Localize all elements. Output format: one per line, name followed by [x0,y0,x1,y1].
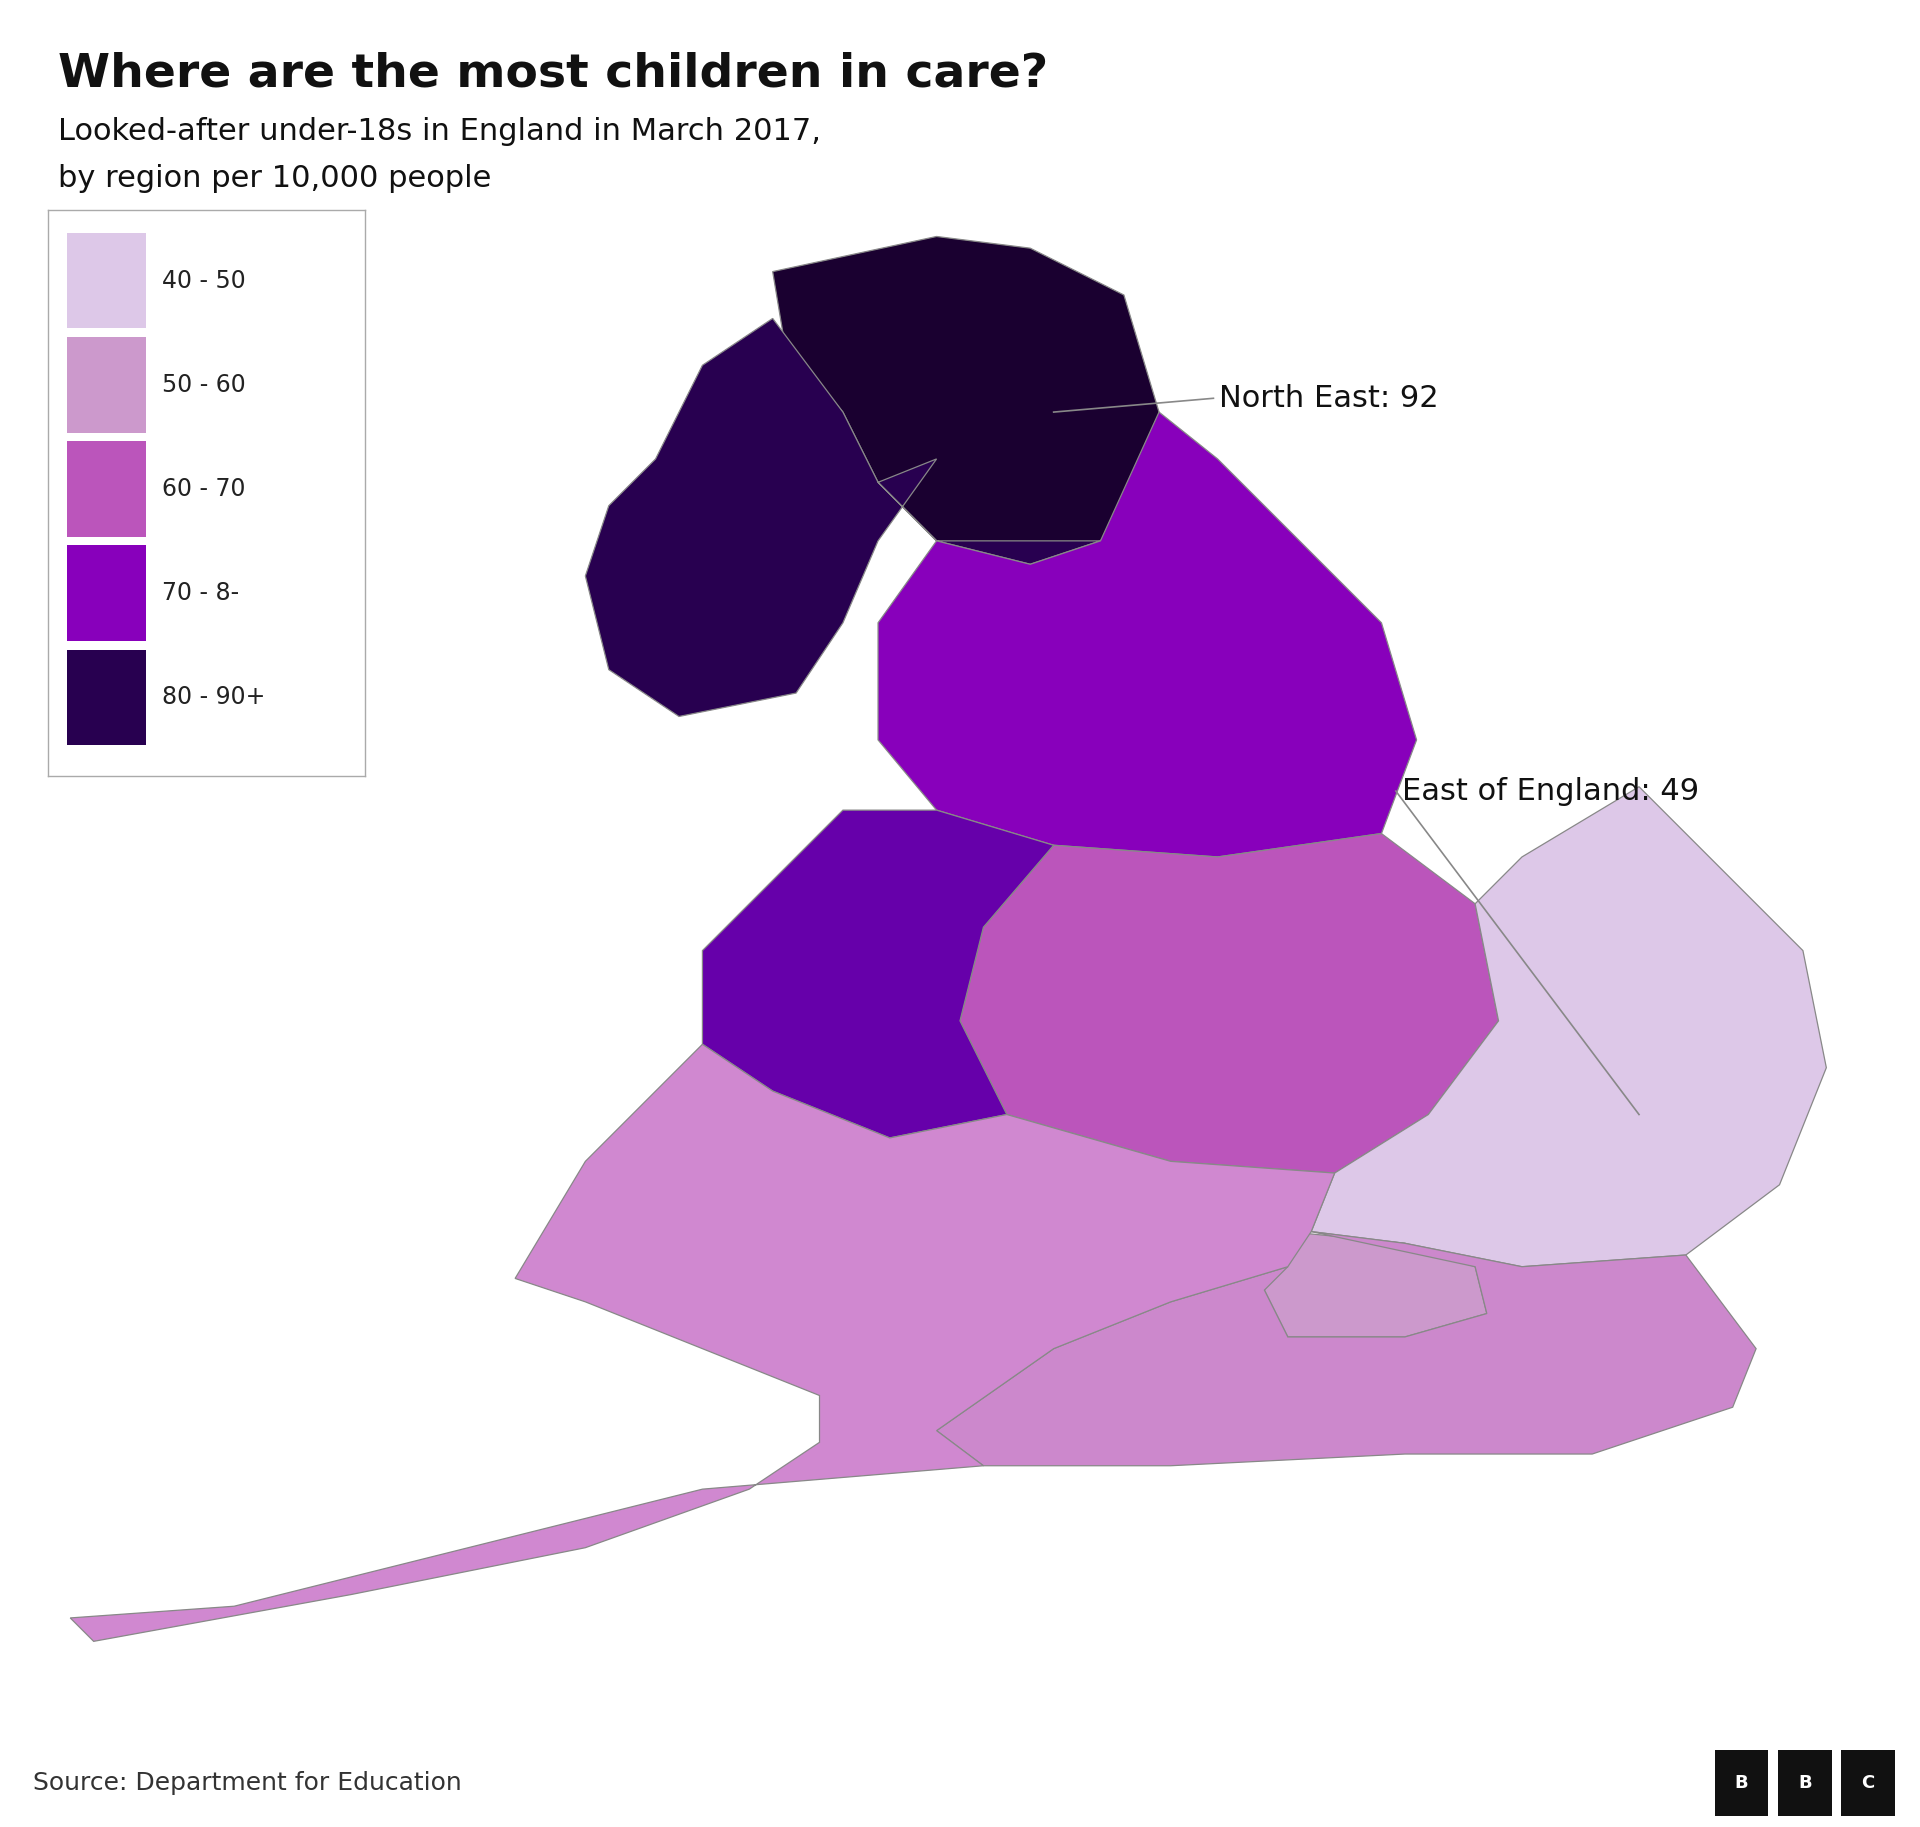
Text: North East: 92: North East: 92 [1219,384,1438,413]
FancyBboxPatch shape [1778,1750,1832,1816]
Polygon shape [937,1231,1757,1465]
Text: 40 - 50: 40 - 50 [161,269,246,292]
Bar [67,232,146,329]
Text: 60 - 70: 60 - 70 [161,477,246,501]
Text: B: B [1734,1774,1749,1792]
Polygon shape [772,236,1160,565]
Text: East of England: 49: East of England: 49 [1402,776,1699,806]
Bar [67,546,146,641]
Text: C: C [1862,1774,1874,1792]
Text: Source: Department for Education: Source: Department for Education [33,1770,461,1796]
Polygon shape [960,833,1498,1173]
Text: Looked-after under-18s in England in March 2017,: Looked-after under-18s in England in Mar… [58,117,820,146]
FancyBboxPatch shape [1841,1750,1895,1816]
Text: 80 - 90+: 80 - 90+ [161,685,265,709]
FancyBboxPatch shape [1715,1750,1768,1816]
Text: by region per 10,000 people: by region per 10,000 people [58,164,492,194]
Text: 70 - 8-: 70 - 8- [161,581,240,605]
Polygon shape [1265,1231,1486,1337]
Polygon shape [71,1045,1334,1641]
Text: B: B [1797,1774,1812,1792]
Polygon shape [1311,787,1826,1266]
Polygon shape [703,809,1054,1138]
Polygon shape [877,413,1417,857]
Bar [67,440,146,537]
Bar [67,650,146,745]
Bar [67,336,146,433]
Text: 50 - 60: 50 - 60 [161,373,246,396]
Text: Where are the most children in care?: Where are the most children in care? [58,51,1048,97]
Polygon shape [586,318,1100,716]
